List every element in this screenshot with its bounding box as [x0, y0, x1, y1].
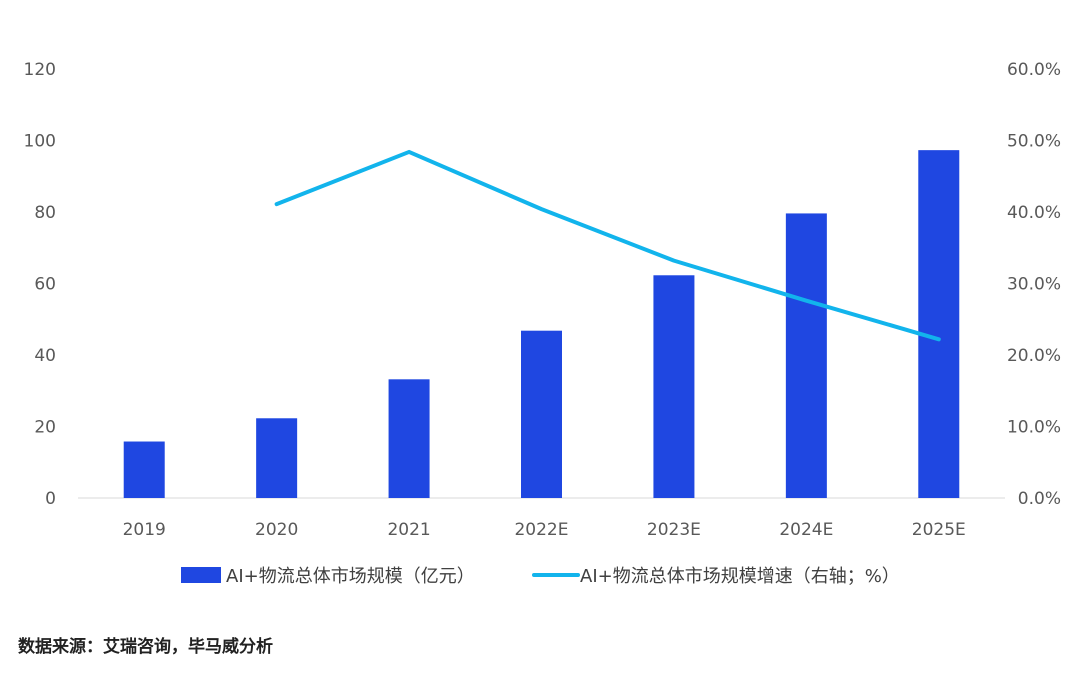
right-axis-ticks: 0.0% 10.0% 20.0% 30.0% 40.0% 50.0% 60.0%: [1007, 60, 1061, 509]
x-tick-label: 2024E: [779, 520, 833, 540]
x-tick-label: 2025E: [912, 520, 966, 540]
right-tick-label: 40.0%: [1007, 203, 1061, 223]
bar: [521, 330, 562, 498]
x-tick-label: 2022E: [514, 520, 568, 540]
source-note: 数据来源：艾瑞咨询，毕马威分析: [18, 637, 273, 657]
left-axis-ticks: 0 20 40 60 80 100 120: [24, 60, 56, 509]
x-tick-label: 2021: [387, 520, 430, 540]
right-tick-label: 60.0%: [1007, 60, 1061, 80]
right-tick-label: 20.0%: [1007, 346, 1061, 366]
bar: [918, 150, 960, 498]
bar-series: [123, 150, 960, 498]
line-series: [274, 149, 941, 342]
x-tick-label: 2019: [123, 520, 166, 540]
x-axis-ticks: 2019 2020 2021 2022E 2023E 2024E 2025E: [123, 520, 966, 540]
legend: AI+物流总体市场规模（亿元） AI+物流总体市场规模增速（右轴；%）: [181, 566, 900, 587]
legend-bar-label: AI+物流总体市场规模（亿元）: [226, 566, 475, 587]
bar: [256, 418, 298, 498]
growth-line: [274, 149, 941, 342]
left-tick-label: 20: [34, 418, 56, 438]
left-tick-label: 60: [34, 275, 56, 295]
legend-line-label: AI+物流总体市场规模增速（右轴；%）: [580, 566, 900, 587]
right-tick-label: 50.0%: [1007, 132, 1061, 152]
left-tick-label: 40: [34, 346, 56, 366]
right-tick-label: 0.0%: [1018, 489, 1061, 509]
left-tick-label: 120: [24, 60, 56, 80]
bar: [123, 441, 165, 498]
right-tick-label: 10.0%: [1007, 418, 1061, 438]
legend-bar-swatch: [181, 567, 221, 583]
left-tick-label: 100: [24, 132, 56, 152]
bar: [785, 213, 827, 498]
right-tick-label: 30.0%: [1007, 275, 1061, 295]
left-tick-label: 0: [45, 489, 56, 509]
x-tick-label: 2020: [255, 520, 298, 540]
bar: [653, 275, 695, 498]
x-tick-label: 2023E: [647, 520, 701, 540]
left-tick-label: 80: [34, 203, 56, 223]
bar: [388, 379, 430, 498]
